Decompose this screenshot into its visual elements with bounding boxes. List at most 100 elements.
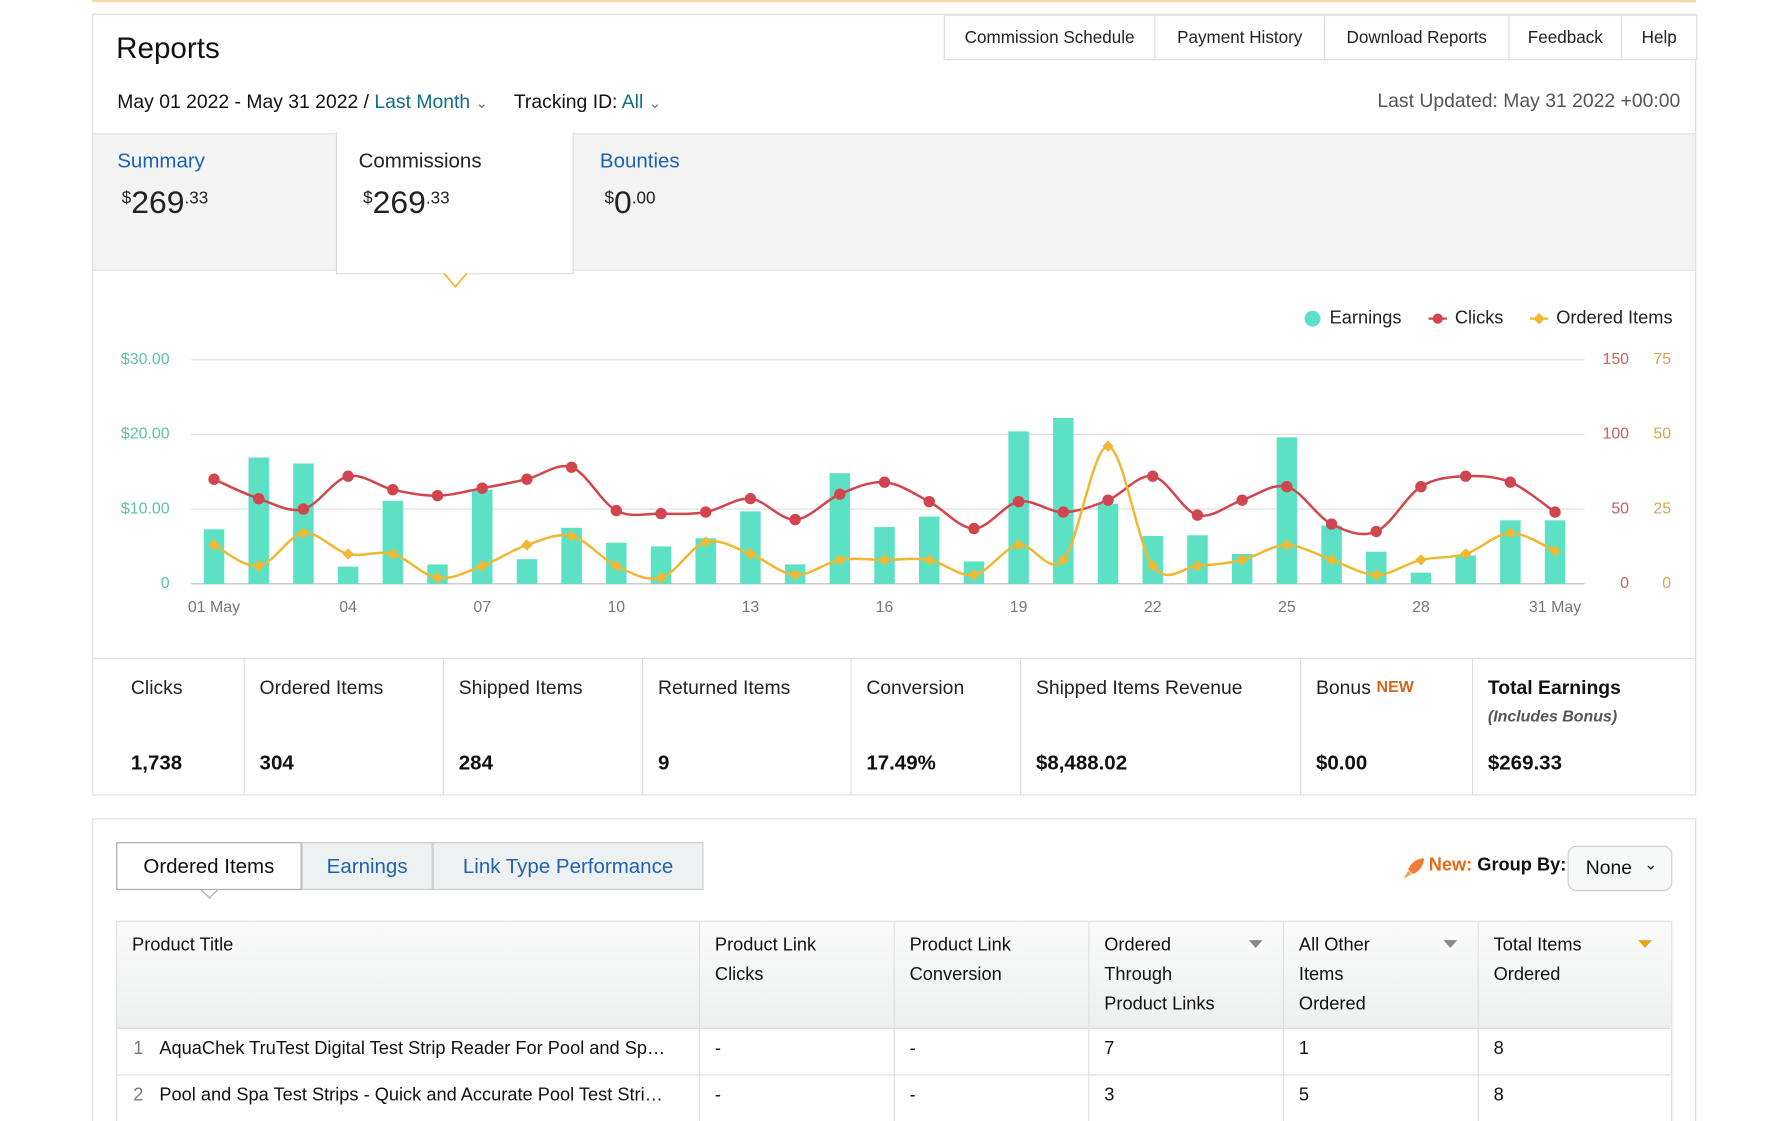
x-tick-label: 16 — [876, 599, 894, 616]
point — [1370, 525, 1382, 538]
group-select[interactable]: None ⌄ — [1567, 845, 1673, 892]
x-tick-label: 22 — [1144, 599, 1162, 616]
point — [923, 554, 935, 566]
sort-arrow[interactable] — [1638, 940, 1652, 949]
point — [700, 506, 712, 518]
page-title: Reports — [116, 30, 220, 65]
tab-caret — [443, 273, 468, 289]
stat-name: Shipped Items — [458, 677, 583, 699]
y3-tick-label: 25 — [1653, 500, 1671, 517]
x-tick-label: 10 — [607, 599, 625, 616]
point — [342, 548, 354, 560]
point — [1325, 518, 1338, 530]
x-tick-label: 19 — [1010, 599, 1028, 616]
stat-divider — [850, 658, 852, 795]
bar — [1008, 431, 1029, 584]
report-tab[interactable]: Ordered Items — [116, 842, 302, 890]
sort-arrow[interactable] — [1443, 940, 1458, 949]
column-header[interactable]: Product Title — [132, 935, 234, 955]
point — [431, 489, 444, 502]
x-tick-label: 07 — [473, 599, 491, 616]
point — [834, 554, 846, 566]
stat-label: Clicks — [131, 677, 183, 700]
point — [1549, 506, 1561, 518]
point — [208, 473, 220, 485]
stat-value: $269.33 — [1487, 751, 1562, 774]
summary-tab-label[interactable]: Bounties — [599, 149, 680, 172]
summary-tab-label[interactable]: Summary — [117, 149, 205, 172]
tracking-select[interactable]: All — [621, 91, 644, 113]
point — [1415, 480, 1427, 493]
stat-name: Total Earnings — [1487, 677, 1621, 699]
amount-fraction: .33 — [184, 188, 209, 209]
column-header[interactable]: All Other Items Ordered — [1298, 935, 1370, 1015]
point — [1504, 476, 1517, 488]
stat-divider — [442, 658, 444, 795]
column-header[interactable]: Total Items Ordered — [1493, 935, 1582, 985]
legend-swatch — [1432, 313, 1443, 324]
stat-label: Total Earnings — [1488, 677, 1621, 700]
point — [1415, 554, 1427, 566]
stat-label: Ordered Items — [260, 677, 384, 700]
bar — [918, 516, 940, 584]
cell: 7 — [1104, 1039, 1115, 1059]
point — [1236, 494, 1248, 506]
cell: 1 — [1298, 1039, 1310, 1059]
point — [387, 483, 399, 496]
point — [834, 488, 846, 500]
point — [1012, 495, 1025, 508]
column-header[interactable]: Product Link Conversion — [909, 935, 1011, 985]
period-select[interactable]: Last Month — [374, 91, 471, 113]
stat-name: Returned Items — [657, 677, 791, 699]
nav-button[interactable]: Download Reports — [1323, 14, 1510, 61]
point — [655, 507, 667, 520]
column-header[interactable]: Product Link Clicks — [714, 935, 817, 985]
point — [521, 473, 533, 485]
summary-amount: $269.33 — [122, 184, 208, 220]
stat-label: Bonus NEW — [1316, 677, 1414, 700]
nav-button[interactable]: Commission Schedule — [943, 14, 1156, 61]
report-tab[interactable]: Link Type Performance — [432, 842, 704, 890]
bar — [516, 559, 538, 584]
x-tick-label: 13 — [742, 599, 760, 616]
point — [968, 522, 980, 535]
bar — [1142, 536, 1163, 584]
sort-arrow[interactable] — [1248, 940, 1263, 949]
nav-button[interactable]: Payment History — [1154, 14, 1326, 61]
cell: 3 — [1104, 1085, 1115, 1106]
x-tick-label: 01 May — [188, 599, 240, 616]
y3-tick-label: 50 — [1653, 426, 1671, 443]
cell: 5 — [1298, 1085, 1310, 1106]
bar — [829, 473, 851, 584]
nav-button[interactable]: Help — [1621, 14, 1698, 61]
point — [521, 539, 533, 551]
row-number: 1 — [133, 1039, 144, 1059]
y2-tick-label: 100 — [1602, 426, 1629, 443]
currency: $ — [121, 188, 132, 209]
bar — [695, 538, 716, 584]
point — [968, 569, 980, 581]
amount-whole: 269 — [372, 184, 426, 220]
group-by: New: Group By: — [1429, 856, 1567, 876]
stat-label: Returned Items — [658, 677, 790, 700]
stat-note: (Includes Bonus) — [1487, 706, 1618, 725]
table-frame — [116, 920, 1673, 1121]
bar — [203, 529, 225, 584]
currency: $ — [604, 188, 614, 209]
bar — [1410, 572, 1432, 584]
cell: 8 — [1493, 1039, 1504, 1059]
summary-tab-label[interactable]: Commissions — [358, 149, 482, 172]
bar — [382, 500, 404, 584]
report-tab[interactable]: Earnings — [301, 842, 433, 890]
stat-value: 284 — [458, 751, 493, 774]
stat-label: Shipped Items Revenue — [1036, 677, 1243, 700]
amount-fraction: .00 — [631, 188, 656, 209]
point — [342, 470, 354, 482]
cell: - — [714, 1085, 721, 1106]
column-divider — [698, 921, 701, 1121]
nav-button[interactable]: Feedback — [1508, 14, 1623, 61]
legend-swatch — [1304, 310, 1321, 327]
column-header[interactable]: Ordered Through Product Links — [1104, 935, 1215, 1015]
y2-tick-label: 0 — [1620, 575, 1629, 592]
stat-divider — [1300, 658, 1302, 795]
